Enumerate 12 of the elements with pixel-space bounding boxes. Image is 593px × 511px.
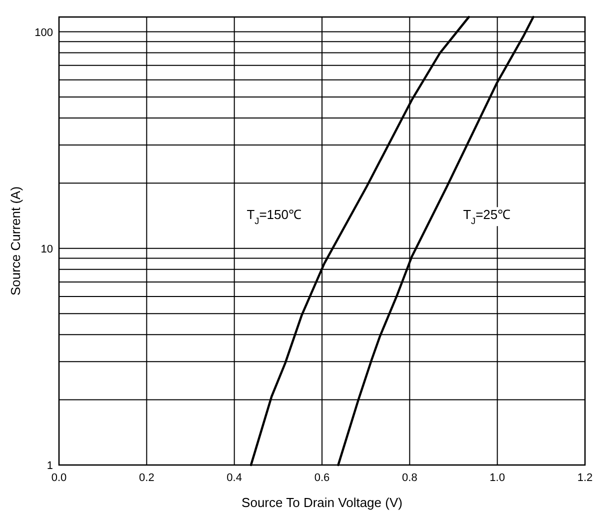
x-tick-label: 0.0 (51, 472, 67, 484)
y-tick-label: 1 (46, 460, 53, 472)
x-tick-label: 0.6 (314, 472, 330, 484)
x-tick-label: 0.8 (402, 472, 418, 484)
y-axis-title: Source Current (A) (8, 186, 23, 296)
x-tick-label: 0.4 (226, 472, 242, 484)
y-tick-label: 10 (40, 243, 53, 256)
x-tick-label: 1.2 (577, 472, 593, 484)
x-tick-label: 1.0 (490, 472, 505, 484)
x-axis-title: Source To Drain Voltage (V) (242, 495, 402, 510)
y-tick-label: 100 (34, 26, 53, 39)
x-tick-label: 0.2 (139, 472, 154, 484)
